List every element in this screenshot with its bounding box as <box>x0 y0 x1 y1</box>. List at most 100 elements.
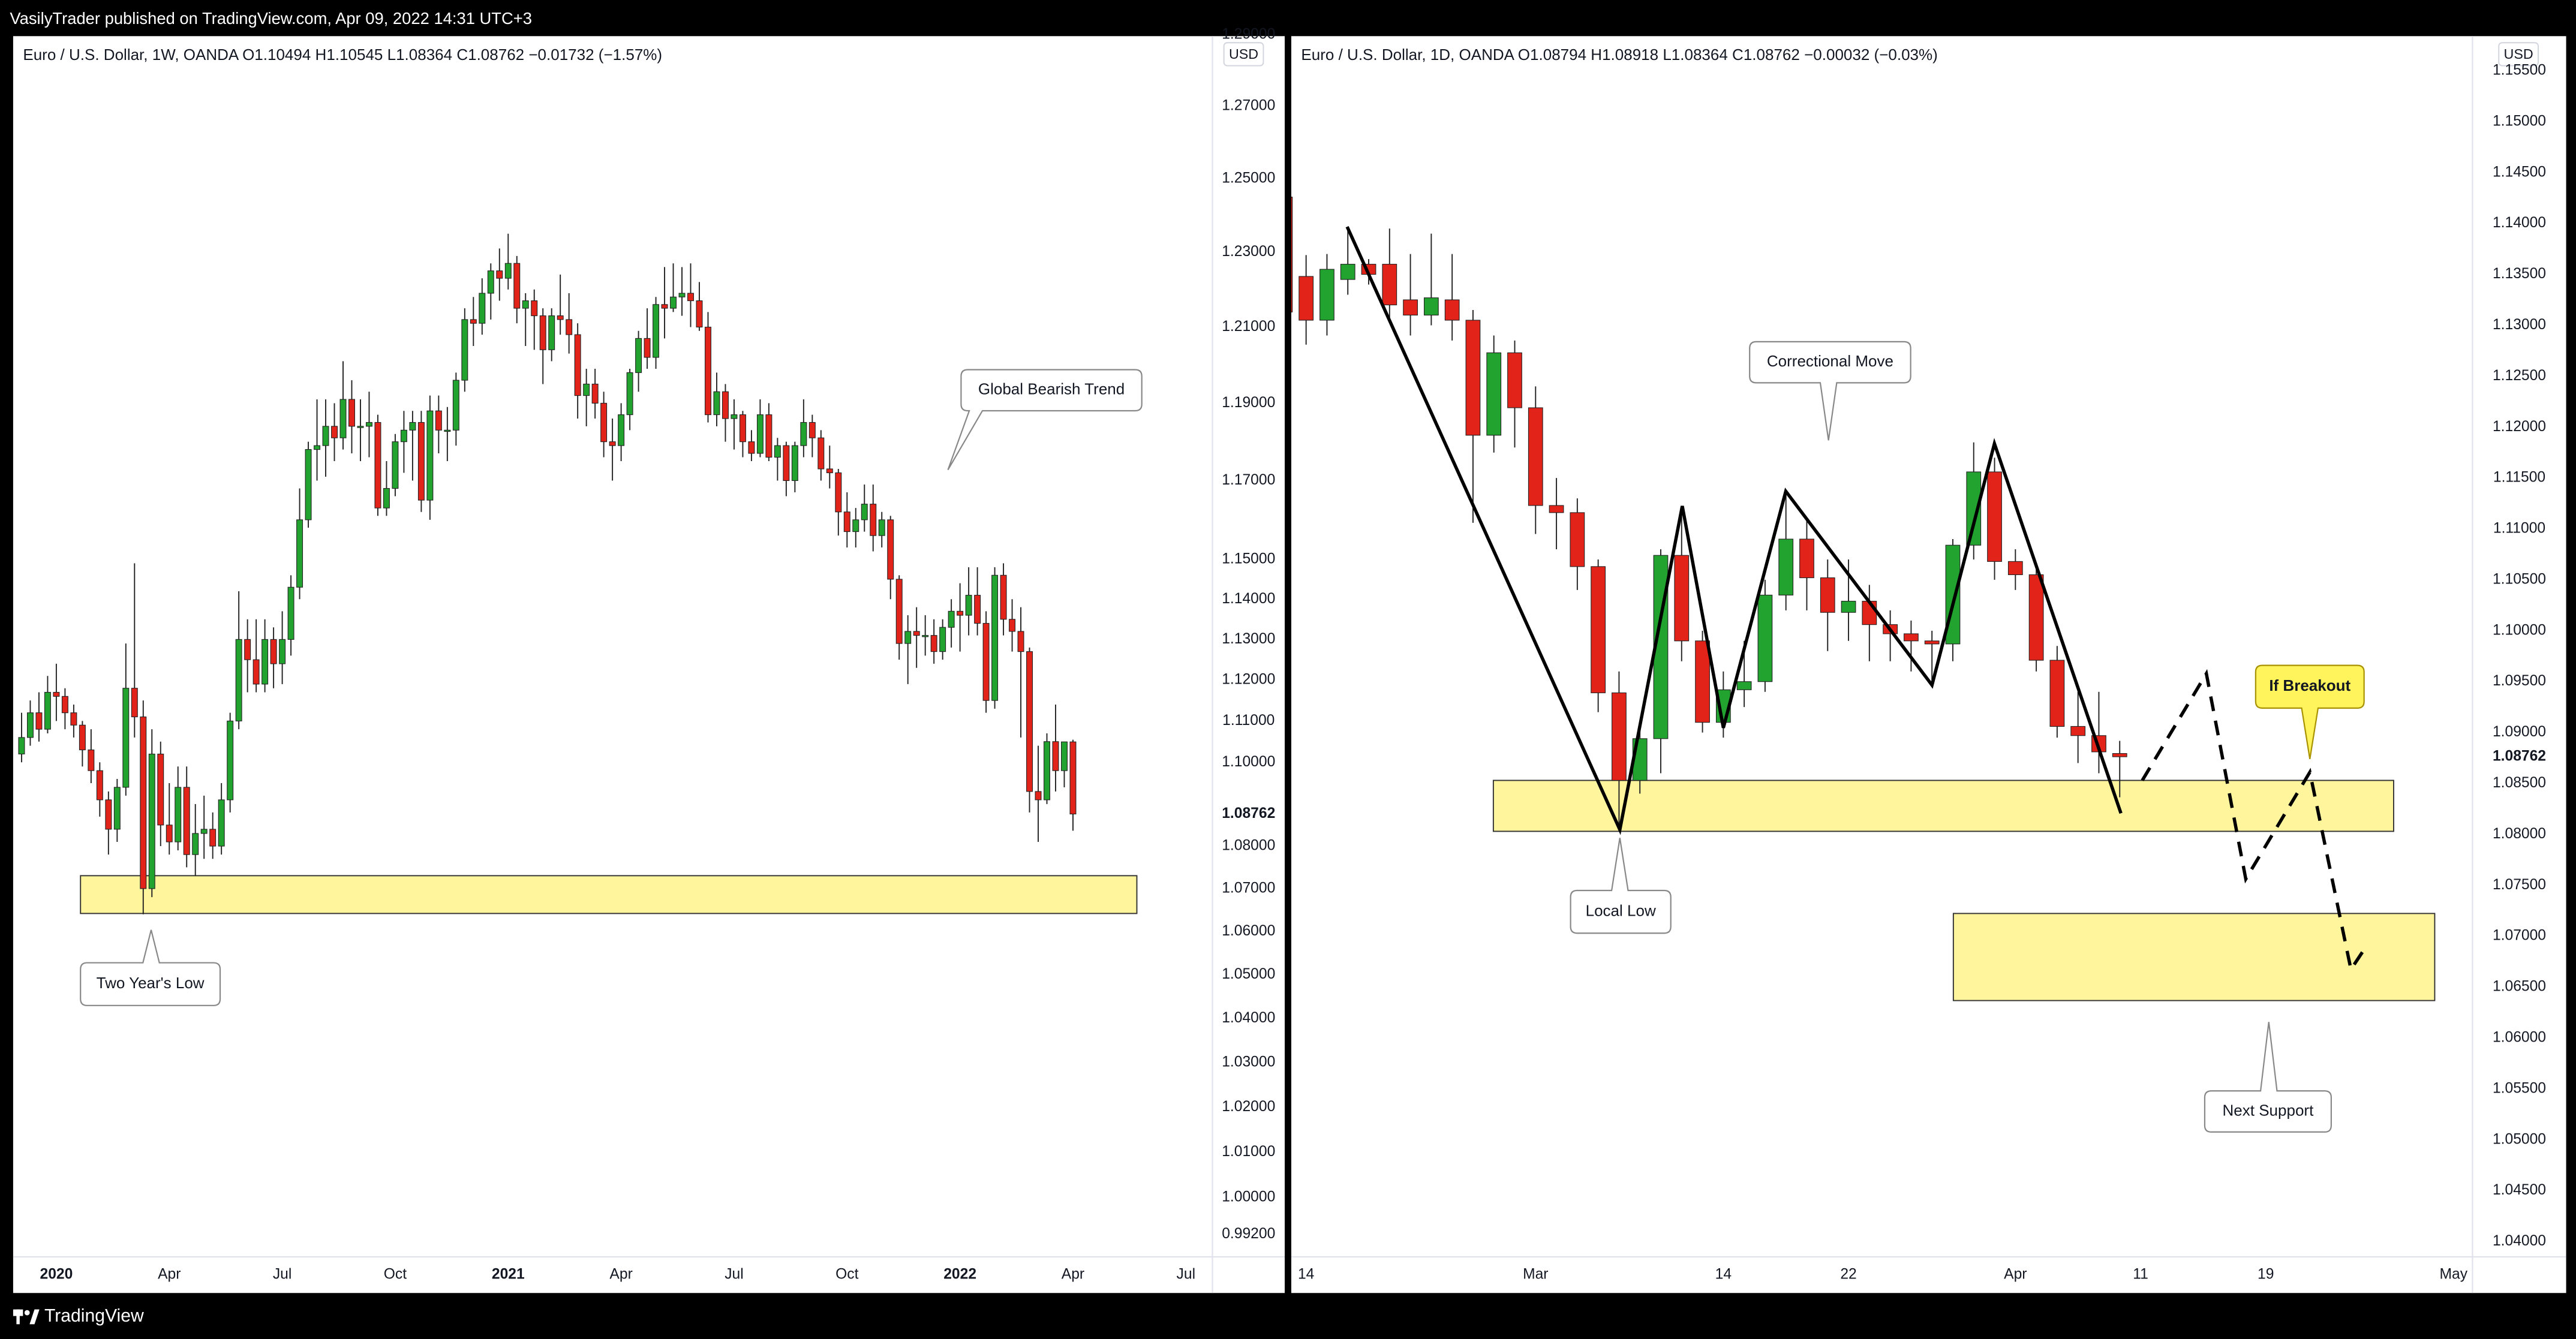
candle-body <box>504 263 512 279</box>
candle-body <box>357 426 364 428</box>
candle-body <box>122 688 130 788</box>
candle-body <box>131 688 138 718</box>
candle-body <box>887 519 894 580</box>
candle-body <box>791 445 798 482</box>
candle-body <box>1403 299 1418 316</box>
candle-body <box>1966 471 1982 546</box>
y-tick-label: 1.07000 <box>1222 880 1275 896</box>
y-tick-label: 1.10000 <box>1222 754 1275 770</box>
y-tick-label: 1.21000 <box>1222 318 1275 335</box>
candle-body <box>626 372 633 416</box>
candle-body <box>1291 196 1293 312</box>
y-tick-label: 1.11000 <box>1222 712 1275 729</box>
candle-body <box>2070 726 2086 736</box>
x-tick-label: Mar <box>1523 1266 1548 1283</box>
callout-text: Local Low <box>1586 902 1656 920</box>
candle-body <box>183 787 190 855</box>
y-tick-label: 1.12000 <box>2493 419 2546 435</box>
candle-body <box>331 426 338 438</box>
candle-body <box>974 595 981 624</box>
y-tick-label: 1.08000 <box>1222 838 1275 854</box>
candle-body <box>705 326 711 416</box>
candle-body <box>739 414 746 443</box>
x-tick-label: 2020 <box>40 1266 73 1283</box>
candle-body <box>513 263 521 309</box>
candle-body <box>1486 352 1502 436</box>
candle-body <box>487 270 494 294</box>
y-tick-label: 1.07000 <box>2493 928 2546 944</box>
candle-body <box>1591 566 1606 693</box>
candle-body <box>1044 741 1050 801</box>
candle-body <box>583 383 590 396</box>
candle-body <box>1009 619 1016 632</box>
y-tick-label: 1.05000 <box>1222 966 1275 982</box>
candle-body <box>2007 561 2023 575</box>
y-tick-label: 1.15000 <box>2493 113 2546 129</box>
candle-body <box>496 270 503 279</box>
x-tick-label: Apr <box>158 1266 181 1283</box>
candles-weekly <box>18 233 1077 914</box>
candle-body <box>609 441 616 446</box>
y-tick-label: 1.09500 <box>2493 673 2546 689</box>
x-tick-label: Jul <box>273 1266 291 1283</box>
currency: USD <box>2504 46 2533 62</box>
candle-body <box>235 639 242 721</box>
candle-body <box>1000 574 1007 620</box>
candle-body <box>209 829 217 847</box>
y-tick-label: 1.05500 <box>2493 1080 2546 1096</box>
y-tick-label: 1.06000 <box>1222 923 1275 939</box>
candle-body <box>70 712 77 726</box>
y-tick-label: 1.09000 <box>2493 724 2546 740</box>
candle-body <box>426 410 434 501</box>
candle-body <box>227 720 234 801</box>
candle-body <box>2028 574 2044 661</box>
candle-body <box>18 737 25 755</box>
y-tick-label: 1.14500 <box>2493 164 2546 180</box>
candle-body <box>270 639 277 664</box>
candle-body <box>417 422 425 501</box>
candle-body <box>644 338 651 358</box>
candle-body <box>930 635 937 652</box>
candle-body <box>574 334 581 396</box>
candle-body <box>531 300 538 317</box>
candle-body <box>817 437 825 470</box>
y-tick-label: 1.05000 <box>2493 1131 2546 1147</box>
candle-body <box>618 414 625 446</box>
candle-body <box>365 422 372 427</box>
y-tick-label: 1.03000 <box>1222 1054 1275 1070</box>
y-tick-label: 1.04500 <box>2493 1182 2546 1198</box>
candle-body <box>140 716 147 889</box>
x-tick-label: 19 <box>2258 1266 2274 1283</box>
candle-body <box>79 724 86 751</box>
candle-body <box>600 402 608 443</box>
support-zone <box>80 875 1138 914</box>
candle-body <box>1924 640 1940 645</box>
y-tick-label: 1.06500 <box>2493 979 2546 995</box>
candle-body <box>957 610 964 616</box>
candle-body <box>870 504 877 536</box>
candle-body <box>113 787 121 830</box>
candle-body <box>148 753 155 889</box>
candle-body <box>1340 264 1355 280</box>
y-tick-label: 1.07500 <box>2493 877 2546 893</box>
callout <box>80 929 221 1006</box>
callout <box>2255 664 2365 759</box>
candle-body <box>1424 297 1439 316</box>
candle-body <box>2049 660 2065 727</box>
last-price-box <box>2475 745 2563 769</box>
candle-body <box>843 511 850 532</box>
x-tick-label: Apr <box>609 1266 632 1283</box>
footer-brand: TradingView <box>44 1306 144 1326</box>
candle-body <box>591 383 599 404</box>
candle-body <box>948 610 955 628</box>
callout-text: Global Bearish Trend <box>978 380 1125 398</box>
y-tick-label: 1.10000 <box>2493 622 2546 638</box>
x-tick-label: Jul <box>725 1266 743 1283</box>
currency: USD <box>1229 46 1258 62</box>
y-tick-label: 1.14000 <box>2493 215 2546 231</box>
candle-body <box>678 293 686 297</box>
candle-body <box>965 595 972 616</box>
zigzag-line <box>1345 225 2123 835</box>
candle-body <box>548 315 555 350</box>
